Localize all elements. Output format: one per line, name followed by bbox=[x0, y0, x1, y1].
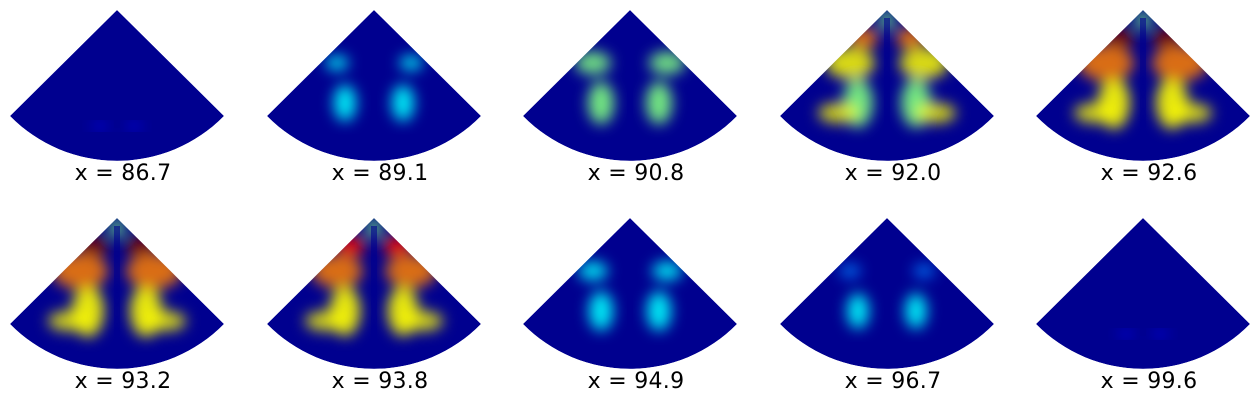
contour-blob bbox=[52, 253, 108, 289]
contour-panel: x = 93.8 bbox=[265, 216, 495, 411]
contour-blob bbox=[311, 254, 363, 288]
contour-blob bbox=[916, 103, 956, 123]
contour-blob bbox=[1152, 28, 1180, 48]
contour-panel: x = 92.6 bbox=[1034, 8, 1260, 203]
contour-blob bbox=[588, 291, 614, 331]
contour-plot bbox=[10, 218, 224, 369]
contour-blob bbox=[92, 122, 108, 130]
contour-blob bbox=[648, 51, 686, 75]
panel-caption: x = 93.2 bbox=[74, 369, 172, 394]
contour-plot bbox=[1036, 218, 1250, 369]
contour-plot bbox=[780, 218, 994, 369]
contour-plot bbox=[267, 218, 481, 369]
contour-blob bbox=[825, 47, 875, 79]
panel-caption: x = 89.1 bbox=[331, 161, 429, 186]
center-divider bbox=[371, 18, 377, 128]
contour-blob bbox=[1078, 45, 1134, 81]
contour-blob bbox=[383, 236, 411, 256]
contour-panel: x = 93.2 bbox=[8, 216, 238, 411]
contour-blob bbox=[847, 293, 869, 329]
contour-blob bbox=[1172, 103, 1212, 123]
contour-blob bbox=[385, 254, 437, 288]
center-divider bbox=[884, 226, 890, 336]
contour-blob bbox=[337, 236, 365, 256]
panel-caption: x = 94.9 bbox=[587, 369, 685, 394]
contour-blob bbox=[305, 311, 345, 331]
contour-plot bbox=[267, 10, 481, 161]
panel-caption: x = 92.0 bbox=[844, 161, 942, 186]
contour-blob bbox=[1152, 45, 1208, 81]
contour-plot bbox=[10, 10, 224, 161]
contour-blob bbox=[333, 84, 357, 122]
contour-blob bbox=[646, 291, 672, 331]
contour-blob bbox=[578, 261, 608, 281]
contour-blob bbox=[1106, 28, 1134, 48]
contour-blob bbox=[839, 264, 861, 278]
contour-blob bbox=[80, 236, 108, 256]
contour-blob bbox=[399, 55, 423, 71]
contour-blob bbox=[403, 311, 443, 331]
contour-blob bbox=[325, 55, 349, 71]
contour-blob bbox=[1118, 330, 1134, 338]
contour-panel: x = 92.0 bbox=[778, 8, 1008, 203]
contour-blob bbox=[1074, 103, 1114, 123]
panel-caption: x = 90.8 bbox=[587, 161, 685, 186]
center-divider bbox=[1140, 18, 1146, 128]
contour-blob bbox=[652, 261, 682, 281]
contour-blob bbox=[905, 293, 927, 329]
contour-blob bbox=[1152, 330, 1168, 338]
contour-blob bbox=[126, 253, 182, 289]
center-divider bbox=[1140, 226, 1146, 336]
contour-panel: x = 94.9 bbox=[521, 216, 751, 411]
contour-panel: x = 89.1 bbox=[265, 8, 495, 203]
contour-panel: x = 96.7 bbox=[778, 216, 1008, 411]
contour-plot bbox=[523, 218, 737, 369]
contour-blob bbox=[645, 81, 673, 125]
panel-caption: x = 99.6 bbox=[1100, 369, 1198, 394]
contour-blob bbox=[913, 264, 935, 278]
contour-panel: x = 99.6 bbox=[1034, 216, 1260, 411]
contour-blob bbox=[391, 84, 415, 122]
contour-blob bbox=[896, 28, 924, 48]
center-divider bbox=[627, 18, 633, 128]
contour-blob bbox=[574, 51, 612, 75]
contour-plot bbox=[780, 10, 994, 161]
panel-caption: x = 93.8 bbox=[331, 369, 429, 394]
panel-caption: x = 96.7 bbox=[844, 369, 942, 394]
contour-blob bbox=[126, 236, 154, 256]
center-divider bbox=[884, 18, 890, 128]
contour-blob bbox=[48, 311, 88, 331]
contour-blob bbox=[899, 47, 949, 79]
center-divider bbox=[114, 226, 120, 336]
contour-panel: x = 86.7 bbox=[8, 8, 238, 203]
contour-blob bbox=[850, 28, 878, 48]
contour-panel: x = 90.8 bbox=[521, 8, 751, 203]
contour-plot bbox=[1036, 10, 1250, 161]
center-divider bbox=[371, 226, 377, 336]
contour-blob bbox=[818, 103, 858, 123]
contour-blob bbox=[146, 311, 186, 331]
center-divider bbox=[114, 18, 120, 128]
center-divider bbox=[627, 226, 633, 336]
contour-blob bbox=[126, 122, 142, 130]
panel-caption: x = 86.7 bbox=[74, 161, 172, 186]
contour-blob bbox=[587, 81, 615, 125]
panel-caption: x = 92.6 bbox=[1100, 161, 1198, 186]
contour-plot bbox=[523, 10, 737, 161]
